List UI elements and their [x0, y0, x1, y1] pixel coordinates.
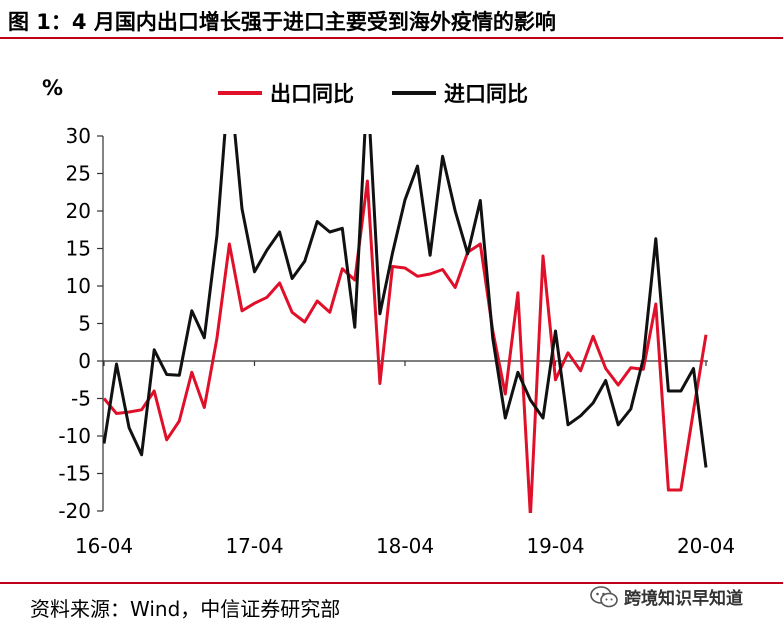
x-axis: 16-04 17-04 18-04 19-04 20-04	[75, 360, 735, 558]
wechat-icon	[590, 585, 618, 607]
x-tick-label: 20-04	[677, 534, 735, 558]
y-tick-label: 30	[66, 124, 91, 148]
x-tick-label: 18-04	[376, 534, 434, 558]
x-tick-label: 17-04	[225, 534, 283, 558]
series-layer	[103, 134, 708, 513]
y-tick-label: 10	[66, 274, 91, 298]
chart-legend: 出口同比 进口同比	[218, 78, 566, 108]
legend-swatch-import	[392, 91, 436, 95]
y-tick-label: -20	[58, 499, 91, 523]
y-tick-label: 5	[78, 312, 91, 336]
x-tick-label: 16-04	[75, 534, 133, 558]
y-axis-unit: %	[42, 76, 64, 100]
legend-item-export: 出口同比	[218, 78, 354, 108]
watermark-text: 跨境知识早知道	[624, 589, 743, 609]
legend-item-import: 进口同比	[392, 78, 528, 108]
x-tick-label: 19-04	[526, 534, 584, 558]
title-divider	[0, 37, 783, 39]
y-tick-label: 25	[66, 162, 91, 186]
y-tick-label: 15	[66, 237, 91, 261]
figure-title: 图 1：4 月国内出口增长强于进口主要受到海外疫情的影响	[8, 10, 556, 34]
y-tick-label: 20	[66, 199, 91, 223]
legend-label-import: 进口同比	[444, 82, 528, 106]
legend-swatch-export	[218, 91, 262, 95]
source-divider	[0, 582, 783, 584]
legend-label-export: 出口同比	[270, 82, 354, 106]
y-axis: 30 25 20 15 10 5 0 -5 -10 -15 -20	[58, 124, 104, 523]
y-tick-label: -10	[58, 424, 91, 448]
y-tick-label: 0	[78, 349, 91, 373]
import-series-line	[103, 134, 708, 468]
source-note: 资料来源：Wind，中信证券研究部	[30, 597, 341, 621]
export-series-line	[103, 179, 708, 513]
watermark: 跨境知识早知道	[590, 584, 743, 609]
y-tick-label: -15	[58, 462, 91, 486]
y-tick-label: -5	[71, 387, 91, 411]
